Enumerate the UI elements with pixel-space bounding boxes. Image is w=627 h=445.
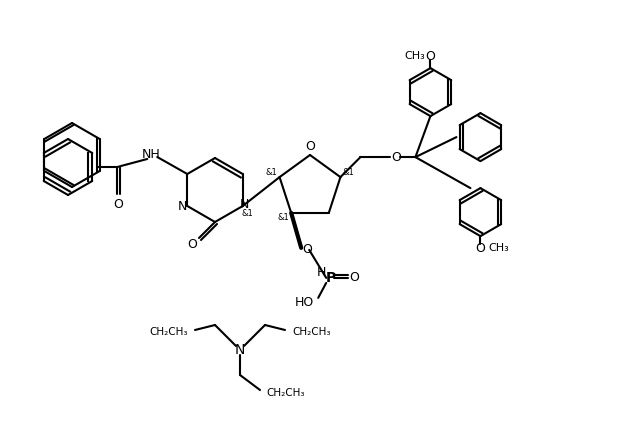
Text: &1: &1 [342,168,354,177]
Text: P: P [326,271,336,285]
Text: &1: &1 [266,168,277,177]
Text: &1: &1 [242,210,253,218]
Text: O: O [187,239,197,251]
Text: &1: &1 [277,214,289,222]
Text: CH₂CH₃: CH₂CH₃ [149,327,188,337]
Text: O: O [349,271,359,284]
Text: CH₃: CH₃ [404,51,425,61]
Text: N: N [177,199,187,213]
Text: O: O [113,198,123,211]
Text: NH: NH [142,149,161,162]
Text: HO: HO [295,296,314,309]
Text: O: O [302,243,312,256]
Text: CH₂CH₃: CH₂CH₃ [266,388,305,398]
Text: H: H [317,267,326,279]
Text: CH₃: CH₃ [488,243,508,253]
Text: O: O [426,49,435,63]
Text: CH₂CH₃: CH₂CH₃ [292,327,330,337]
Text: N: N [240,198,250,210]
Text: O: O [305,141,315,154]
Text: N: N [235,343,245,357]
Text: O: O [475,242,485,255]
Text: O: O [391,150,401,164]
